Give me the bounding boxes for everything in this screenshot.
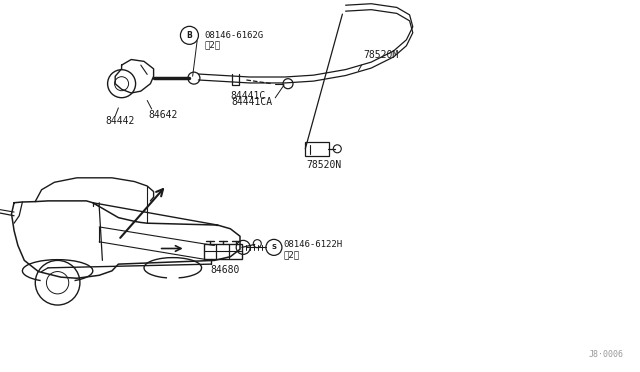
Text: S: S — [271, 244, 276, 250]
Text: （2）: （2） — [284, 250, 300, 259]
Text: （2）: （2） — [205, 40, 221, 49]
Text: 84441C: 84441C — [230, 91, 266, 101]
Text: 78520N: 78520N — [307, 160, 342, 170]
Text: 08146-6162G: 08146-6162G — [205, 31, 264, 40]
Text: J8·0006: J8·0006 — [589, 350, 624, 359]
Text: 08146-6122H: 08146-6122H — [284, 240, 342, 249]
Text: 78520M: 78520M — [364, 49, 399, 60]
Text: B: B — [187, 31, 192, 40]
Text: 84680: 84680 — [210, 265, 239, 275]
Text: 84442: 84442 — [106, 116, 135, 126]
Text: 84642: 84642 — [148, 110, 178, 120]
Text: 84441CA: 84441CA — [232, 97, 273, 108]
